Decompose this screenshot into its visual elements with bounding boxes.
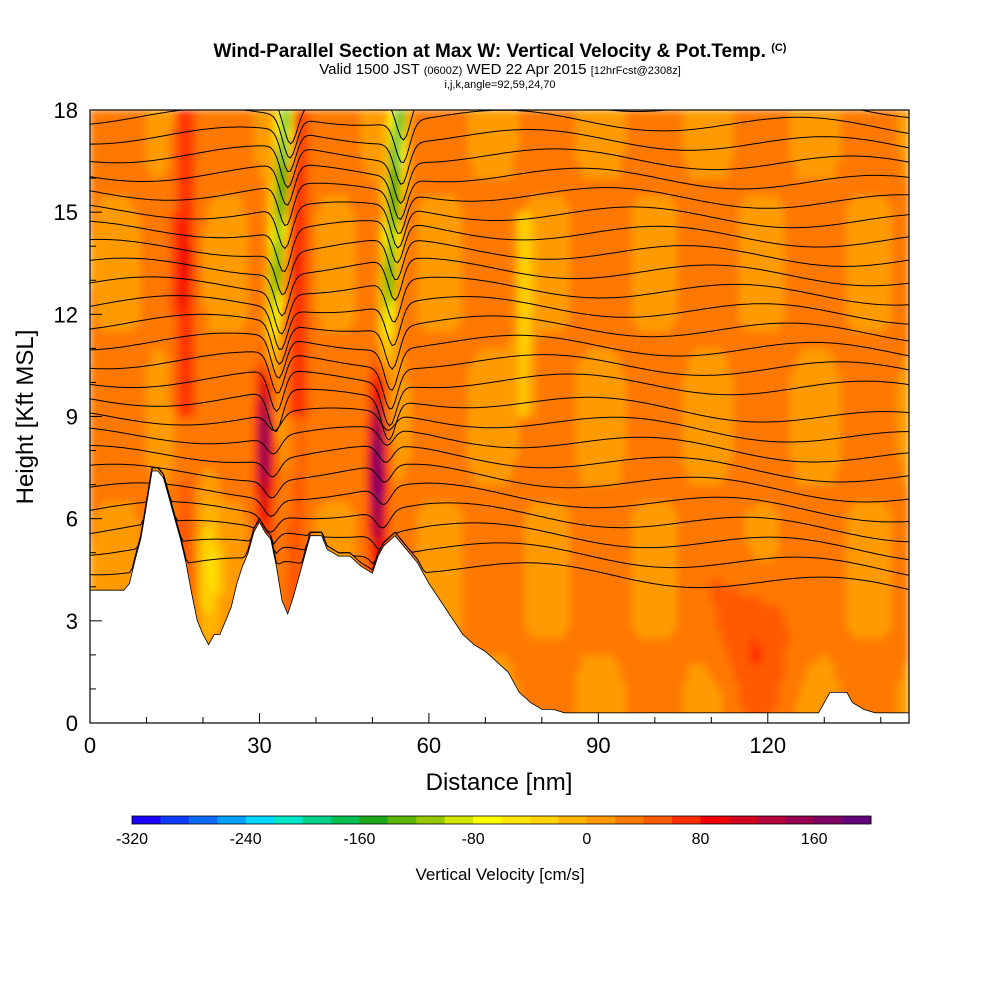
colorbar-tick-label: 80 [692, 831, 710, 848]
x-axis: 0 30 60 90 120 [84, 713, 882, 758]
colorbar-tick-label: 0 [582, 831, 591, 848]
colorbar-swatch [757, 816, 787, 824]
y-axis: 0 3 6 9 12 15 18 [54, 98, 102, 736]
colorbar-swatch [586, 816, 616, 824]
y-tick-label: 6 [66, 507, 78, 532]
section-indices: i,j,k,angle=92,59,24,70 [444, 79, 556, 91]
colorbar-swatch [245, 816, 275, 824]
colorbar-swatch [188, 816, 218, 824]
colorbar: -320 -240 -160 -80 0 80 160 [116, 815, 872, 848]
colorbar-swatch [274, 816, 304, 824]
valid-time: Valid 1500 JST (0600Z) WED 22 Apr 2015 [… [319, 61, 681, 78]
y-tick-label: 18 [54, 98, 78, 123]
colorbar-tick-label: -240 [230, 831, 262, 848]
y-tick-label: 15 [54, 200, 78, 225]
x-tick-label: 60 [417, 733, 441, 758]
colorbar-swatch [330, 816, 360, 824]
colorbar-swatch [416, 816, 446, 824]
x-tick-label: 90 [586, 733, 610, 758]
colorbar-swatch [387, 816, 417, 824]
title-block: Wind-Parallel Section at Max W: Vertical… [0, 38, 1000, 92]
colorbar-swatch [643, 816, 673, 824]
colorbar-swatch [529, 816, 559, 824]
colorbar-swatch [785, 816, 815, 824]
y-tick-label: 9 [66, 405, 78, 430]
colorbar-swatch [501, 816, 531, 824]
colorbar-swatch [842, 816, 872, 824]
chart-title: Wind-Parallel Section at Max W: Vertical… [213, 41, 787, 62]
terrain [89, 470, 910, 724]
colorbar-swatch [814, 816, 844, 824]
colorbar-swatch [132, 816, 161, 824]
colorbar-label: Vertical Velocity [cm/s] [415, 865, 584, 884]
colorbar-swatch [160, 816, 190, 824]
colorbar-swatch [473, 816, 502, 824]
colorbar-swatch [615, 816, 645, 824]
title-mark: (C) [771, 42, 787, 54]
x-tick-label: 0 [84, 733, 96, 758]
y-tick-label: 12 [54, 302, 78, 327]
colorbar-swatch [672, 816, 701, 824]
x-tick-label: 30 [247, 733, 271, 758]
colorbar-swatch [302, 816, 332, 824]
colorbar-swatch [217, 816, 247, 824]
colorbar-tick-label: 160 [801, 831, 828, 848]
valid-utc: (0600Z) [423, 65, 463, 77]
colorbar-tick-label: -320 [116, 831, 148, 848]
x-axis-label: Distance [nm] [426, 769, 573, 796]
velocity-field [90, 110, 909, 723]
y-tick-label: 3 [66, 609, 78, 634]
theta-contours [90, 110, 909, 591]
x-tick-label: 120 [749, 733, 786, 758]
y-axis-label: Height [Kft MSL] [12, 330, 39, 505]
colorbar-swatch [700, 816, 730, 824]
colorbar-frame [131, 815, 872, 825]
y-tick-label: 0 [66, 711, 78, 736]
colorbar-swatch [558, 816, 588, 824]
forecast-label: [12hrFcst@2308z] [590, 65, 681, 77]
colorbar-swatch [728, 816, 758, 824]
colorbar-swatch [359, 816, 389, 824]
colorbar-tick-label: -80 [462, 831, 485, 848]
colorbar-tick-label: -160 [343, 831, 375, 848]
colorbar-swatch [444, 816, 474, 824]
